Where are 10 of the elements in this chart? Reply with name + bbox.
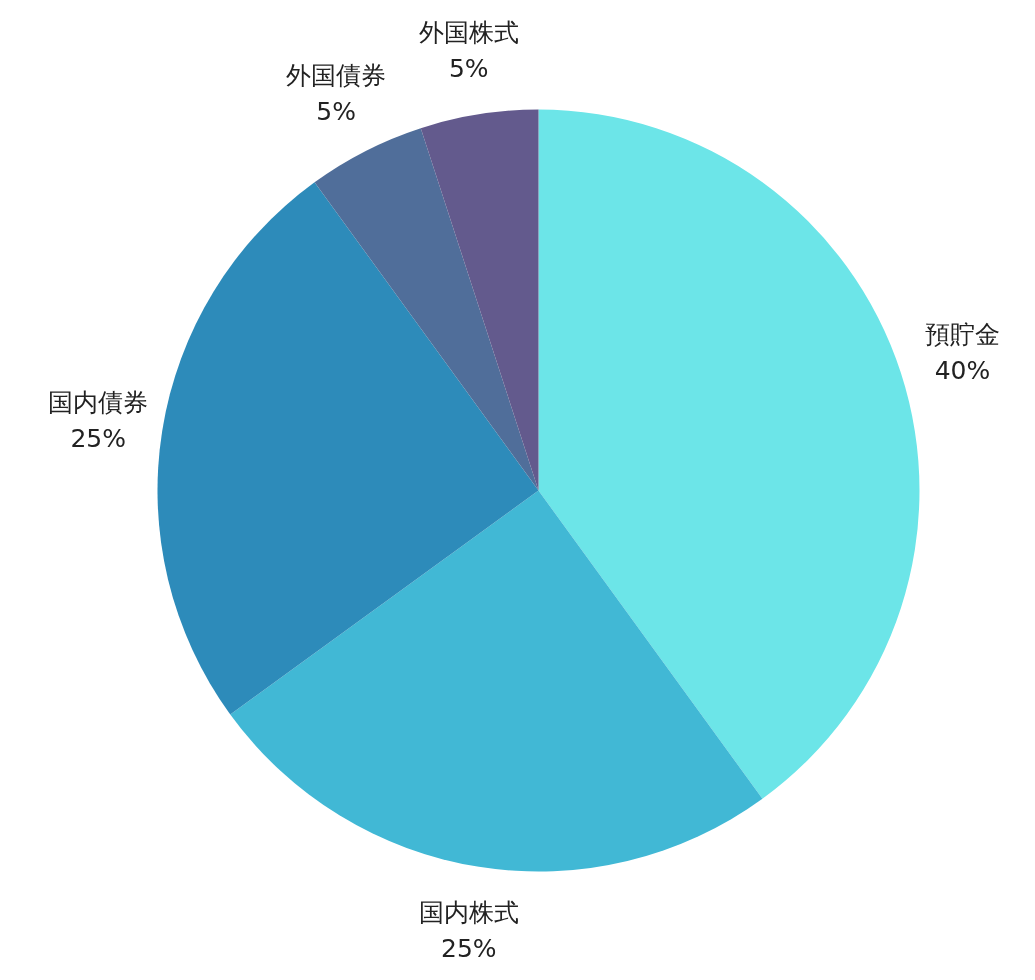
slice-label: 預貯金: [924, 320, 1000, 350]
data-label: 5%: [448, 53, 489, 83]
data-label: 5%: [316, 96, 356, 126]
data-label: 25%: [440, 934, 497, 964]
data-label: 40%: [934, 356, 991, 386]
slice-label: 外国債券: [286, 60, 387, 90]
slice-label: 外国株式: [418, 17, 519, 47]
slice-label: 国内債券: [48, 388, 149, 418]
slice-label: 国内株式: [418, 898, 519, 928]
data-label: 25%: [70, 424, 127, 454]
